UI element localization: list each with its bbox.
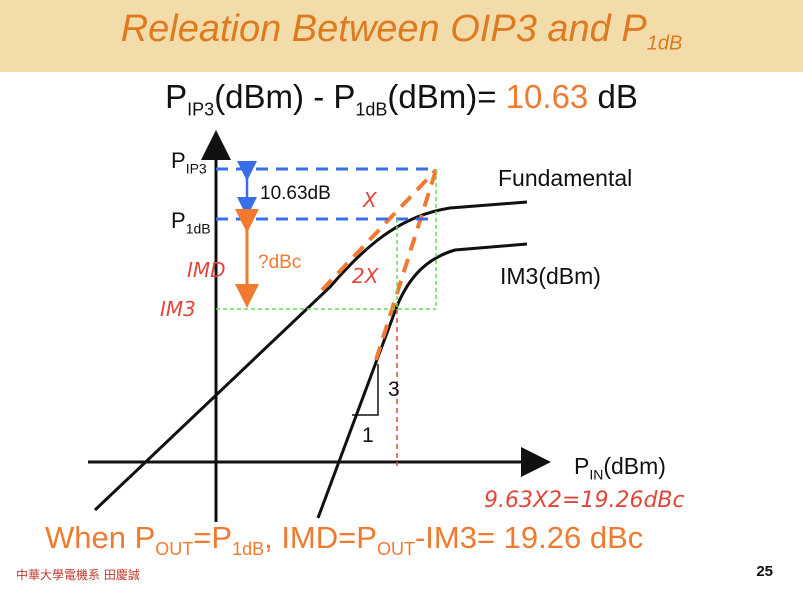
formula: PIP3(dBm) - P1dB(dBm)= 10.63 dB <box>165 78 638 120</box>
im3-curve <box>316 242 528 519</box>
im3-curve-label: IM3(dBm) <box>500 263 601 289</box>
formula-value: 10.63 <box>505 78 589 115</box>
title-bar <box>0 0 803 72</box>
im3-handwritten-label: IM3 <box>160 297 196 321</box>
handwritten-calculation: 9.63X2=19.26dBc <box>484 488 685 513</box>
fundamental-curve <box>93 200 528 512</box>
x-axis-label: PIN(dBm) <box>574 453 666 483</box>
p1db-label: P1dB <box>171 208 211 237</box>
imd-handwritten-label: IMD <box>187 258 226 282</box>
x-mark: X <box>363 188 377 212</box>
fundamental-label: Fundamental <box>498 165 633 191</box>
im3-extrapolation <box>374 169 438 361</box>
fundamental-extrapolation <box>320 168 438 292</box>
slope-rise-label: 3 <box>388 378 400 401</box>
pip3-label: PIP3 <box>171 148 207 177</box>
slope-triangle <box>352 364 379 416</box>
slide-title: Releation Between OIP3 and P1dB <box>120 8 683 55</box>
page-number: 25 <box>756 563 773 580</box>
footer-institution: 中華大學電機系 田慶誠 <box>16 568 140 582</box>
two-x-mark: 2X <box>352 264 379 288</box>
slope-run-label: 1 <box>362 424 374 447</box>
dbc-label: ?dBc <box>258 252 302 273</box>
bottom-statement: When POUT=P1dB, IMD=POUT-IM3= 19.26 dBc <box>45 520 644 560</box>
delta-label: 10.63dB <box>260 183 331 204</box>
